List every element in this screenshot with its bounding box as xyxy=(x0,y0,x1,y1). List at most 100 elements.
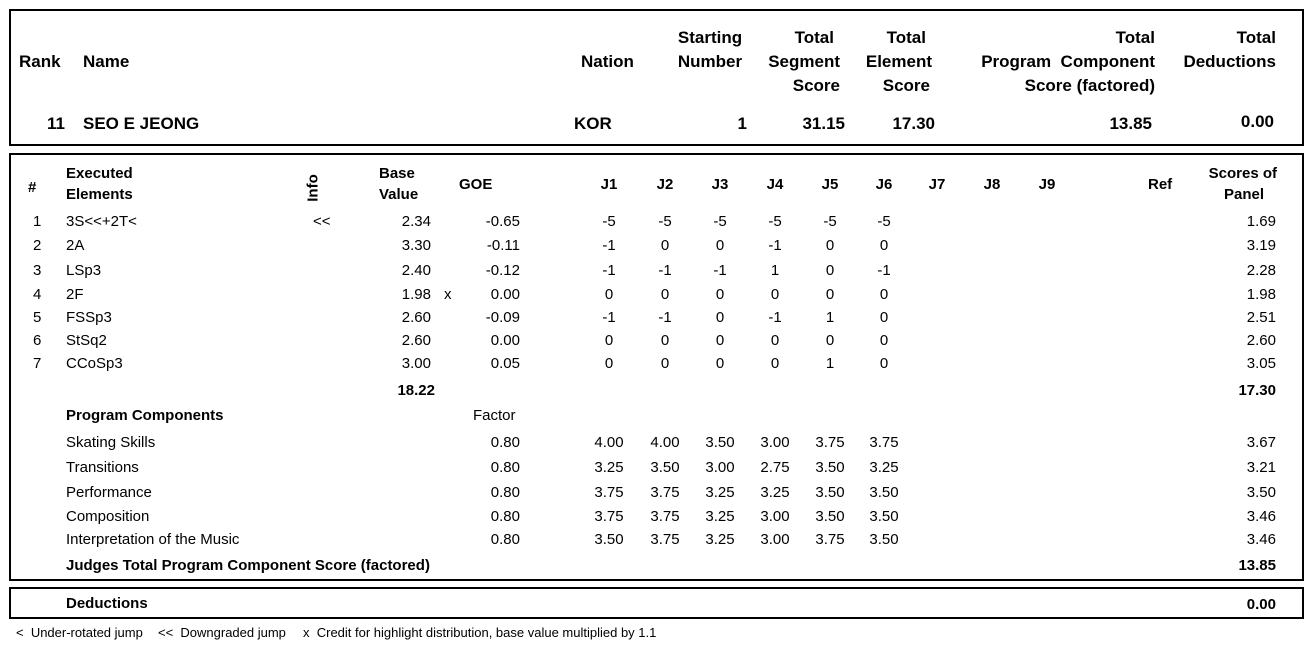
element-goe: -0.12 xyxy=(485,262,520,279)
legend-downgraded: << Downgraded jump xyxy=(158,625,286,640)
judges-total-pcs-value: 13.85 xyxy=(1238,557,1276,574)
element-judge-score: 0 xyxy=(879,286,889,303)
element-judge-score: 1 xyxy=(770,262,780,279)
component-factor: 0.80 xyxy=(490,508,520,525)
total-deductions-value: 0.00 xyxy=(1240,112,1274,131)
element-code: 2A xyxy=(66,237,85,254)
judge-header-j7: J7 xyxy=(928,176,946,193)
component-judge-score: 3.50 xyxy=(705,434,735,451)
element-judge-score: 1 xyxy=(825,309,835,326)
component-factor: 0.80 xyxy=(490,434,520,451)
element-code: 3S<<+2T< xyxy=(66,213,137,230)
component-judge-score: 3.75 xyxy=(650,508,680,525)
element-base-value: 2.60 xyxy=(401,309,431,326)
col-goe-header: GOE xyxy=(459,176,493,193)
component-judge-score: 4.00 xyxy=(650,434,680,451)
element-panel-score: 2.60 xyxy=(1246,332,1276,349)
component-judge-score: 3.00 xyxy=(760,508,790,525)
component-judge-score: 3.25 xyxy=(705,531,735,548)
element-panel-score: 2.51 xyxy=(1246,309,1276,326)
element-code: LSp3 xyxy=(66,262,102,279)
element-judge-score: 0 xyxy=(770,332,780,349)
element-row-num: 7 xyxy=(33,355,42,372)
element-base-value: 2.34 xyxy=(401,213,431,230)
component-judge-score: 3.75 xyxy=(594,484,624,501)
element-judge-score: -1 xyxy=(658,262,672,279)
element-row-num: 2 xyxy=(33,237,42,254)
component-name: Skating Skills xyxy=(66,434,156,451)
deductions-label: Deductions xyxy=(66,595,148,612)
component-judge-score: 4.00 xyxy=(594,434,624,451)
element-judge-score: 0 xyxy=(879,355,889,372)
col-executed-header: Executed Elements xyxy=(66,165,133,203)
component-judge-score: 3.50 xyxy=(815,459,845,476)
component-name: Performance xyxy=(66,484,152,501)
judge-header-j1: J1 xyxy=(600,176,618,193)
component-judge-score: 3.00 xyxy=(760,531,790,548)
element-goe: 0.00 xyxy=(490,332,520,349)
component-judge-score: 3.50 xyxy=(650,459,680,476)
score-detail-box xyxy=(9,153,1304,581)
judge-header-j6: J6 xyxy=(875,176,893,193)
element-judge-score: -1 xyxy=(602,237,616,254)
deductions-box xyxy=(9,587,1304,619)
component-judge-score: 3.50 xyxy=(869,484,899,501)
component-judge-score: 3.75 xyxy=(815,531,845,548)
component-judge-score: 3.00 xyxy=(760,434,790,451)
element-panel-score: 1.69 xyxy=(1246,213,1276,230)
component-judge-score: 3.50 xyxy=(869,508,899,525)
element-panel-score: 1.98 xyxy=(1246,286,1276,303)
skater-name: SEO E JEONG xyxy=(83,114,200,133)
element-judge-score: 0 xyxy=(660,355,670,372)
col-scores-of-panel-header: Scores of Panel xyxy=(1208,165,1277,203)
component-judge-score: 3.25 xyxy=(705,484,735,501)
element-goe: 0.05 xyxy=(490,355,520,372)
element-judge-score: 0 xyxy=(825,286,835,303)
component-judge-score: 3.75 xyxy=(869,434,899,451)
rank-header: Rank xyxy=(19,52,61,71)
element-judge-score: 0 xyxy=(825,237,835,254)
element-row-num: 4 xyxy=(33,286,42,303)
element-judge-score: -1 xyxy=(768,309,782,326)
judges-total-pcs-label: Judges Total Program Component Score (fa… xyxy=(66,557,430,574)
component-panel-score: 3.50 xyxy=(1246,484,1276,501)
element-judge-score: 0 xyxy=(879,237,889,254)
deductions-value: 0.00 xyxy=(1246,596,1276,613)
element-judge-score: -5 xyxy=(768,213,782,230)
element-goe: -0.11 xyxy=(486,237,520,254)
judge-header-j3: J3 xyxy=(711,176,729,193)
component-judge-score: 3.75 xyxy=(815,434,845,451)
judge-header-j8: J8 xyxy=(983,176,1001,193)
component-panel-score: 3.46 xyxy=(1246,531,1276,548)
total-pcs-value: 13.85 xyxy=(1109,114,1152,133)
total-pcs-header: Total Program Component Score (factored) xyxy=(981,28,1155,95)
element-base-value: 1.98 xyxy=(401,286,431,303)
total-segment-score-header: Total Segment Score xyxy=(768,28,840,95)
component-judge-score: 3.25 xyxy=(869,459,899,476)
element-code: 2F xyxy=(66,286,84,303)
element-base-value: 3.30 xyxy=(401,237,431,254)
element-judge-score: -5 xyxy=(877,213,891,230)
element-judge-score: 0 xyxy=(715,237,725,254)
element-panel-score: 3.19 xyxy=(1246,237,1276,254)
col-ref-header: Ref xyxy=(1148,176,1173,193)
col-info-header: Info xyxy=(304,174,322,202)
element-code: CCoSp3 xyxy=(66,355,123,372)
component-name: Composition xyxy=(66,508,150,525)
starting-number-value: 1 xyxy=(737,114,747,133)
element-judge-score: 0 xyxy=(825,262,835,279)
rank-value: 11 xyxy=(47,114,65,133)
element-row-num: 5 xyxy=(33,309,42,326)
element-judge-score: 1 xyxy=(825,355,835,372)
element-bonus-mark: x xyxy=(444,286,452,303)
component-panel-score: 3.21 xyxy=(1246,459,1276,476)
total-element-score-header: Total Element Score xyxy=(865,28,932,95)
factor-header: Factor xyxy=(473,407,516,424)
starting-number-header: Starting Number xyxy=(677,28,743,71)
element-judge-score: 0 xyxy=(825,332,835,349)
base-value-total: 18.22 xyxy=(397,382,435,399)
total-deductions-header: Total Deductions xyxy=(1183,28,1276,71)
element-panel-score: 2.28 xyxy=(1246,262,1276,279)
component-judge-score: 3.00 xyxy=(705,459,735,476)
element-judge-score: -5 xyxy=(658,213,672,230)
